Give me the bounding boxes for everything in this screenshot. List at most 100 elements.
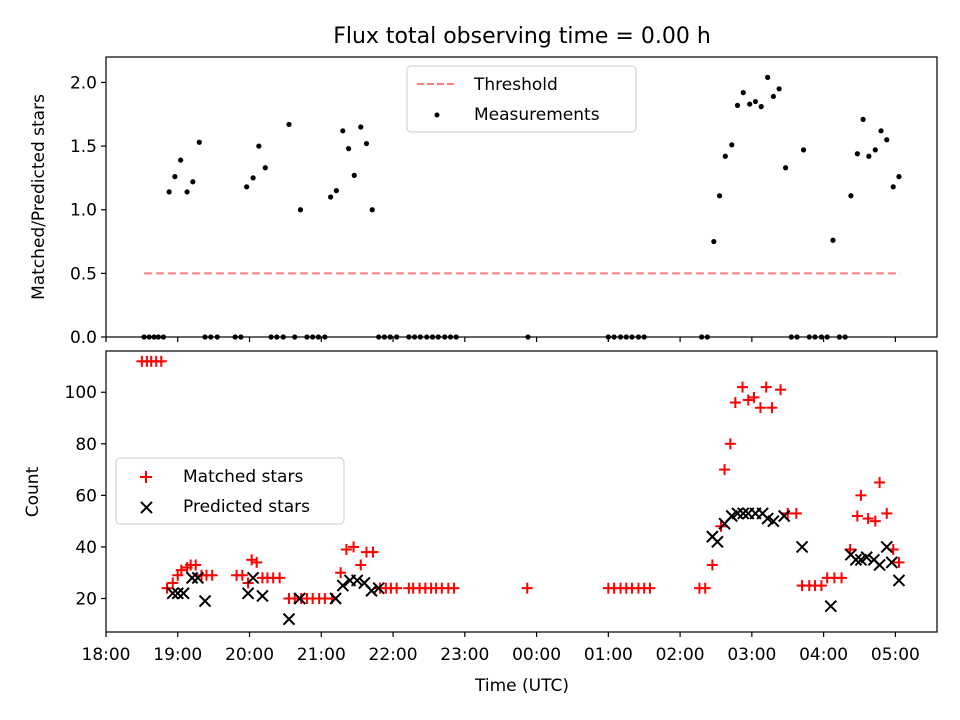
matched-star-point [699,582,711,594]
matched-star-point [155,355,167,367]
measurement-point [328,194,334,200]
predicted-star-point [177,587,190,600]
legend-matched-label: Matched stars [183,467,303,487]
bottom-x-tick-label: 02:00 [656,645,705,665]
bottom-y-axis-label: Count [23,466,43,517]
measurement-point [890,184,896,190]
top-panel: 0.00.51.01.52.0 Matched/Predicted stars … [29,56,938,348]
bottom-x-tick-label: 03:00 [727,645,776,665]
matched-star-point [391,582,403,594]
bottom-x-tick-label: 21:00 [297,645,346,665]
matched-star-point [167,577,179,589]
top-x-axis-ticks [105,337,896,342]
measurement-point [351,172,357,178]
measurement-point [758,104,764,110]
bottom-y-tick-label: 20 [75,589,97,609]
measurement-point [340,128,346,134]
bottom-y-tick-label: 80 [75,435,97,455]
predicted-star-point [241,587,255,600]
bottom-legend-box [115,457,345,525]
matched-star-point [644,582,656,594]
measurement-point [369,207,375,213]
measurement-point [345,146,352,152]
legend-predicted-label: Predicted stars [183,497,310,517]
matched-star-point [246,554,258,566]
top-y-tick-label: 0.5 [70,264,97,284]
top-y-axis-label: Matched/Predicted stars [29,94,49,300]
measurement-point [747,101,753,107]
bottom-x-tick-label: 23:00 [440,645,489,665]
predicted-star-point [737,507,750,520]
legend-measurements-label: Measurements [474,105,600,125]
predicted-star-point [329,592,342,605]
matched-star-point [869,515,881,527]
measurement-point [878,128,884,134]
measurement-point [262,165,268,171]
measurement-point [734,102,741,108]
measurement-point [884,137,890,143]
measurement-point [872,147,878,153]
matched-star-point [340,544,352,556]
measurement-point [184,189,190,195]
legend-threshold-label: Threshold [473,75,558,95]
matched-star-point [719,464,731,476]
bottom-plot-area [136,355,906,626]
matched-star-point [881,507,893,519]
measurement-point [190,179,196,185]
predicted-star-point [365,584,378,597]
bottom-axes-frame [105,350,938,633]
predicted-star-point [824,600,837,613]
predicted-star-point [350,574,364,587]
matched-star-point [348,541,360,553]
measurement-point [722,153,728,159]
measurement-point [196,139,202,145]
top-y-tick-label: 1.5 [70,137,97,157]
measurement-point [256,143,262,149]
predicted-star-point [731,507,744,520]
x-axis-label: Time (UTC) [474,676,569,696]
bottom-legend: Matched stars Predicted stars [115,457,345,525]
predicted-star-point [191,571,205,585]
matched-star-point [742,394,754,406]
predicted-star-point [885,556,898,569]
measurement-point [250,175,256,181]
predicted-star-point [185,571,199,585]
measurement-point [765,74,771,80]
matched-star-point [335,567,347,579]
matched-star-point [729,397,741,409]
predicted-star-point [873,558,886,572]
legend-measurements-swatch [434,112,440,118]
predicted-star-point [198,594,212,608]
figure-title: Flux total observing time = 0.00 h [333,24,711,49]
matched-star-point [836,572,848,584]
bottom-x-tick-label: 04:00 [799,645,848,665]
measurement-point [896,174,902,180]
predicted-star-point [860,551,873,564]
predicted-star-point [892,574,906,587]
predicted-star-point [711,535,724,548]
measurement-point [860,116,866,122]
predicted-star-point [336,579,350,592]
top-y-axis-ticks: 0.0 0.5 1.0 1.5 2.0 [70,73,106,348]
measurement-point [830,237,836,243]
matched-star-point [874,476,886,488]
measurement-point [740,90,746,96]
top-y-tick-label: 2.0 [70,73,97,93]
matched-star-point [724,438,736,450]
bottom-x-tick-label: 18:00 [82,645,131,665]
measurement-point [848,193,854,199]
bottom-x-tick-label: 01:00 [584,645,633,665]
measurement-point [358,124,364,130]
predicted-star-point [849,553,863,567]
predicted-star-point [777,509,791,523]
matched-star-point [766,402,778,414]
bottom-x-tick-label: 19:00 [153,645,202,665]
measurement-point [854,151,860,157]
matched-star-point [521,582,533,594]
bottom-x-tick-label: 00:00 [512,645,561,665]
bottom-panel: 20 40 60 80 100 18:00 19:00 20:00 21:00 22:00 23:… [23,350,938,696]
predicted-star-point [293,592,306,605]
matched-star-point [855,489,867,501]
measurement-point [166,189,172,195]
